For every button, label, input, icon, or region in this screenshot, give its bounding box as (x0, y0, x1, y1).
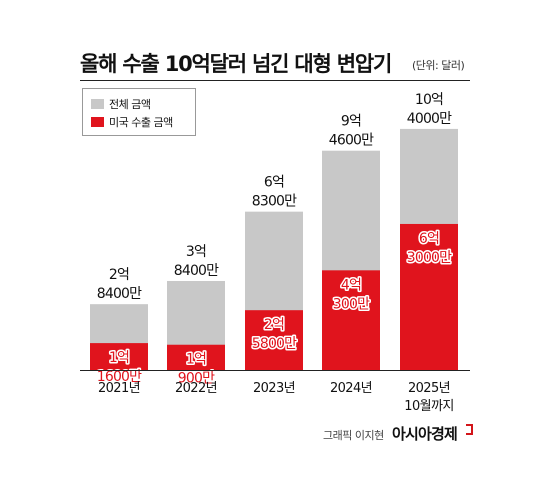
total-label-line1-1: 3억 (186, 244, 206, 260)
us-label-line2-1: 900만 (178, 371, 215, 387)
unit-label: (단위: 달러) (412, 59, 465, 72)
total-label-line1-0: 2억 (109, 267, 129, 283)
legend-swatch-total (91, 99, 104, 109)
brand-logo-text: 아시아경제 (392, 425, 458, 443)
credit-text: 그래픽 이지현 (323, 429, 384, 442)
x-tick-label-4-0: 2025년 (408, 381, 450, 396)
chart-title: 올해 수출 10억달러 넘긴 대형 변압기 (80, 52, 392, 76)
x-tick-label-0-0: 2021년 (98, 381, 140, 396)
x-tick-label-2-0: 2023년 (253, 381, 295, 396)
total-label-line2-2: 8300만 (252, 194, 297, 210)
legend-swatch-us (91, 117, 104, 127)
x-tick-label-3-0: 2024년 (330, 381, 372, 396)
x-tick-label-4-1: 10월까지 (404, 399, 453, 414)
us-label-line2-4: 3000만 (407, 250, 452, 266)
bar-us-4 (400, 223, 458, 370)
us-label-line1-4: 6억 (419, 231, 439, 247)
title-divider (80, 80, 470, 81)
total-label-line1-3: 9억 (341, 114, 361, 130)
us-label-line1-1: 1억 (186, 352, 206, 368)
bar-us-2 (245, 310, 303, 370)
us-label-line1-0: 1억 (109, 350, 129, 366)
legend-label-total: 전체 금액 (109, 98, 151, 111)
total-label-line2-0: 8400만 (97, 286, 142, 302)
title-row: 올해 수출 10억달러 넘긴 대형 변압기 (단위: 달러) (80, 44, 480, 80)
brand-mark-icon (466, 424, 473, 435)
total-label-line1-4: 10억 (415, 92, 443, 108)
bar-us-1 (167, 344, 225, 370)
bar-us-3 (322, 270, 380, 370)
total-label-line2-3: 4600만 (329, 133, 374, 149)
us-label-line2-3: 300만 (333, 296, 370, 312)
bar-us-0 (90, 343, 148, 370)
us-label-line2-2: 5800만 (252, 336, 297, 352)
legend: 전체 금액 미국 수출 금액 (82, 88, 196, 136)
us-label-line2-0: 1600만 (97, 369, 142, 385)
total-label-line2-4: 4000만 (407, 111, 452, 127)
x-tick-label-1-0: 2022년 (175, 381, 217, 396)
total-label-line2-1: 8400만 (174, 263, 219, 279)
total-label-line1-2: 6억 (264, 175, 284, 191)
us-label-line1-2: 2억 (264, 317, 284, 333)
legend-label-us: 미국 수출 금액 (109, 116, 173, 129)
us-label-line1-3: 4억 (341, 277, 361, 293)
